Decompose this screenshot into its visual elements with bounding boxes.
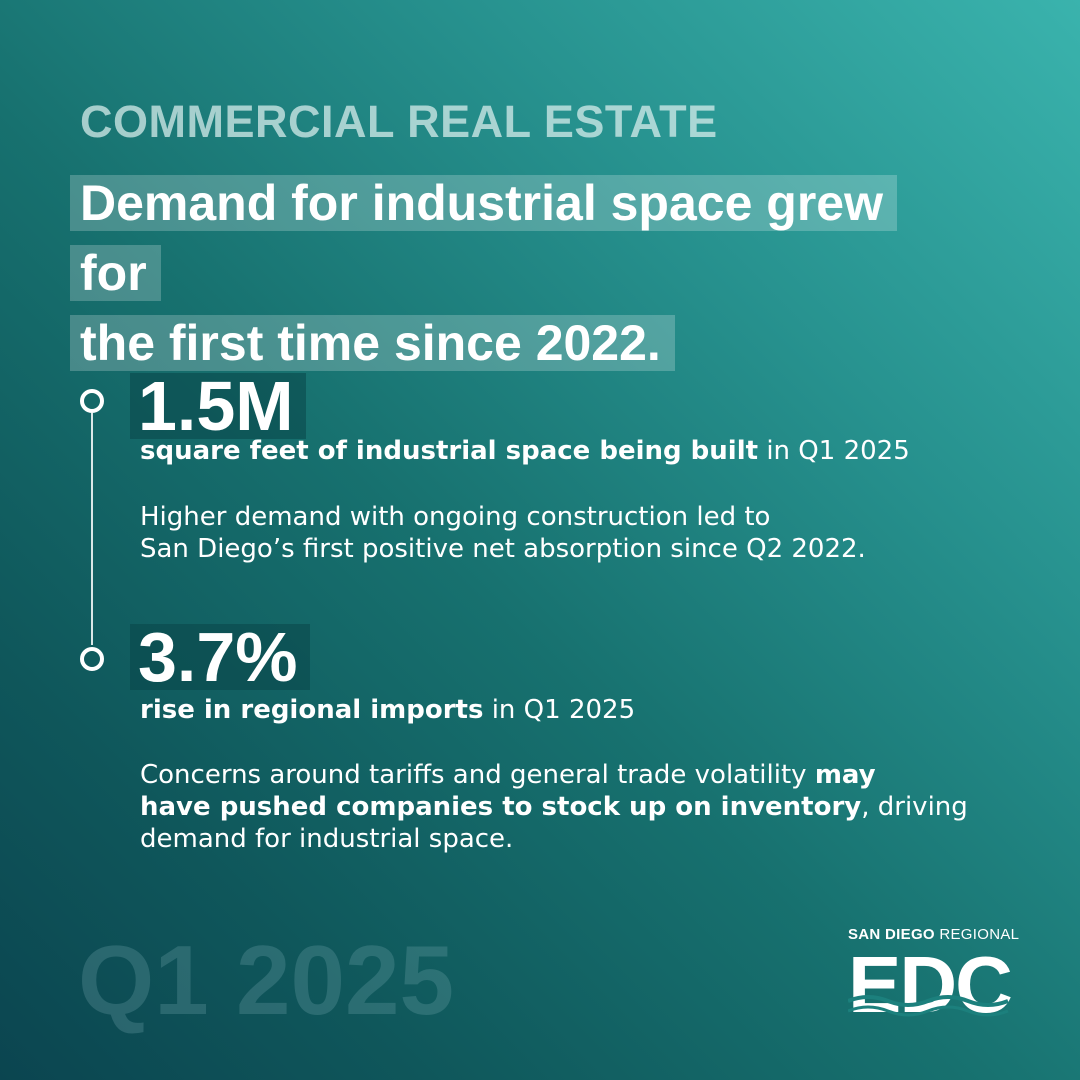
stat-caption-bold: rise in regional imports [140,695,484,725]
stat-caption-imports: rise in regional imports in Q1 2025 [140,694,635,726]
body-line: Higher demand with ongoing construction … [140,502,771,532]
section-eyebrow: COMMERCIAL REAL ESTATE [80,96,718,147]
body-text-bold: may [814,760,876,790]
body-line: San Diego’s first positive net absorptio… [140,534,866,564]
stat-caption-sqft: square feet of industrial space being bu… [140,435,910,467]
stat-caption-bold: square feet of industrial space being bu… [140,436,759,466]
headline-line-2: the first time since 2022. [70,315,675,371]
body-text-bold: have pushed companies to stock up on inv… [140,792,862,822]
period-watermark: Q1 2025 [78,925,454,1035]
stat-caption-rest: in Q1 2025 [483,695,636,725]
stat-body-sqft: Higher demand with ongoing construction … [140,501,1020,565]
stat-caption-rest: in Q1 2025 [758,436,910,466]
logo-org-regular: REGIONAL [939,926,1020,943]
logo-mark: EDC [848,945,1018,1025]
logo-wave-icon [848,995,1009,1017]
edc-logo: SAN DIEGO REGIONAL EDC [848,926,1020,1025]
headline: Demand for industrial space grew for the… [70,168,970,378]
body-text: demand for industrial space. [140,824,514,854]
timeline-line [91,413,93,645]
headline-line-1: Demand for industrial space grew for [70,175,897,301]
body-text: Concerns around tariffs and general trad… [140,760,815,790]
body-text: , driving [861,792,968,822]
logo-org-name: SAN DIEGO REGIONAL [848,926,1020,943]
stat-number-imports: 3.7% [130,622,310,692]
stat-number-sqft: 1.5M [130,371,306,441]
timeline-dot-icon [80,647,104,671]
timeline-dot-icon [80,389,104,413]
stat-body-imports: Concerns around tariffs and general trad… [140,759,1020,855]
logo-org-bold: SAN DIEGO [848,926,935,943]
